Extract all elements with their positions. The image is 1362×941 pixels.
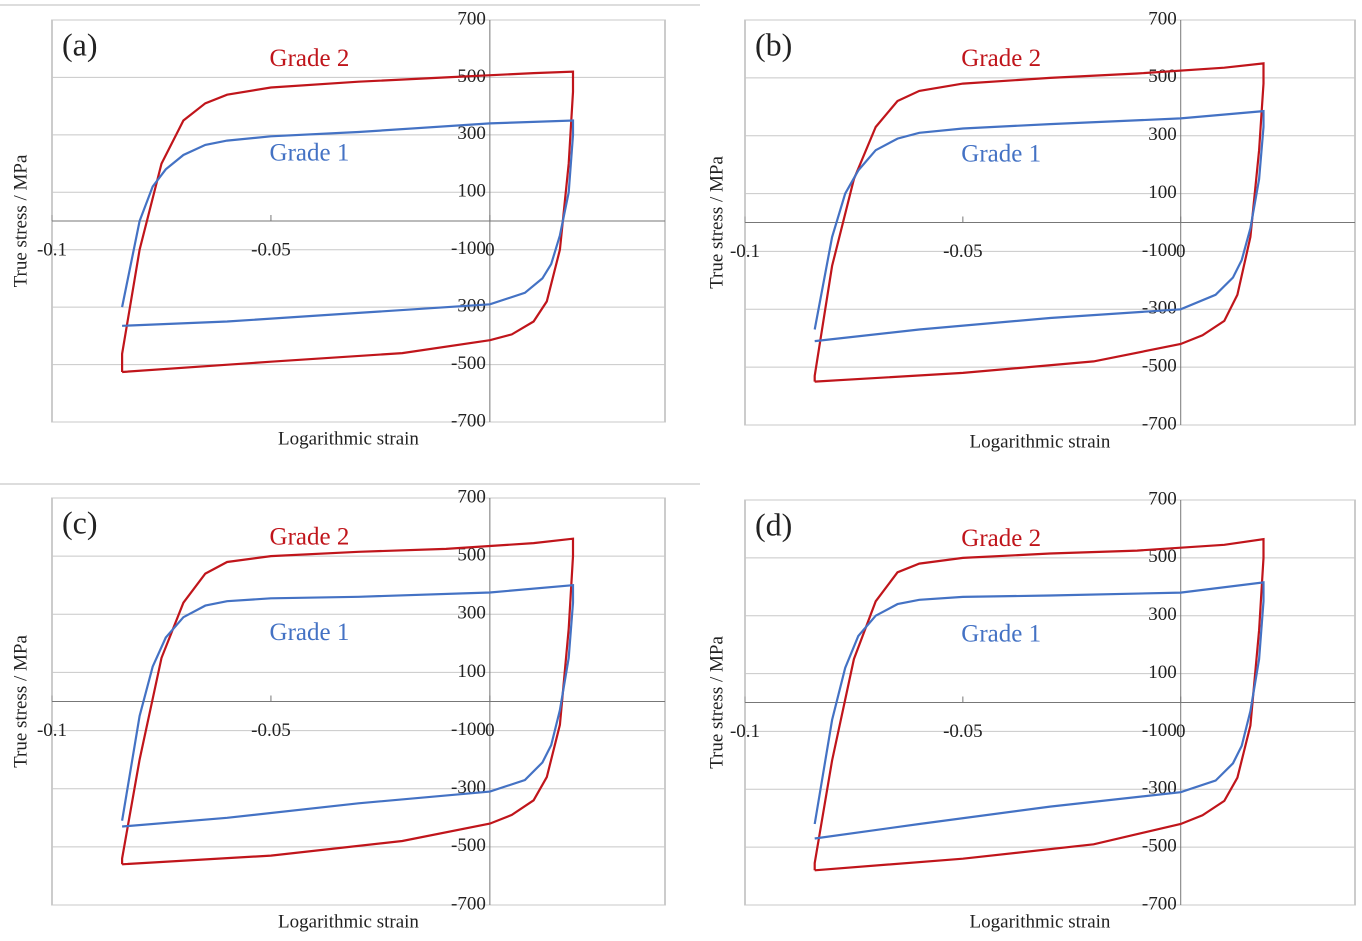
data-line xyxy=(813,537,1265,872)
x-axis-label: Logarithmic strain xyxy=(970,911,1111,932)
y-tick-label: 300 xyxy=(457,123,486,144)
x-tick-label: -0.05 xyxy=(943,721,983,742)
data-line xyxy=(121,70,575,374)
y-tick-label: -500 xyxy=(1142,836,1177,857)
y-tick-label: 300 xyxy=(1148,124,1177,145)
data-line xyxy=(121,119,575,327)
x-tick-label: 0 xyxy=(485,239,495,260)
x-axis-label: Logarithmic strain xyxy=(278,911,419,932)
data-line xyxy=(813,62,1265,383)
y-tick-label: 100 xyxy=(457,181,486,202)
y-tick-label: -100 xyxy=(1142,720,1177,741)
series-label: Grade 1 xyxy=(270,619,350,646)
y-tick-label: -100 xyxy=(1142,240,1177,261)
x-tick-label: -0.05 xyxy=(251,239,291,260)
series-label: Grade 2 xyxy=(961,45,1041,72)
y-tick-label: -700 xyxy=(1142,413,1177,434)
x-tick-label: 0 xyxy=(1176,721,1186,742)
x-tick-label: -0.1 xyxy=(37,720,67,741)
x-tick-label: -0.1 xyxy=(37,239,67,260)
data-line xyxy=(813,109,1265,343)
data-line xyxy=(121,583,575,828)
panel-label: (d) xyxy=(755,506,792,542)
x-axis-label: Logarithmic strain xyxy=(970,431,1111,452)
x-tick-label: -0.1 xyxy=(730,241,760,262)
y-tick-label: -500 xyxy=(1142,356,1177,377)
y-tick-label: -500 xyxy=(451,835,486,856)
y-tick-label: 300 xyxy=(1148,604,1177,625)
x-tick-label: -0.1 xyxy=(730,721,760,742)
x-tick-label: -0.05 xyxy=(943,241,983,262)
x-axis-label: Logarithmic strain xyxy=(278,428,419,449)
y-tick-label: 700 xyxy=(457,486,486,507)
y-tick-label: 500 xyxy=(1148,66,1177,87)
y-tick-label: 100 xyxy=(1148,662,1177,683)
y-tick-label: -100 xyxy=(451,719,486,740)
y-tick-label: 500 xyxy=(1148,546,1177,567)
y-tick-label: 100 xyxy=(1148,182,1177,203)
series-label: Grade 2 xyxy=(270,523,350,550)
panel-label: (a) xyxy=(62,26,98,62)
y-tick-label: 300 xyxy=(457,603,486,624)
y-axis-label: True stress / MPa xyxy=(706,636,727,769)
y-tick-label: 500 xyxy=(457,545,486,566)
y-tick-label: 700 xyxy=(1148,8,1177,29)
y-tick-label: -300 xyxy=(1142,298,1177,319)
y-tick-label: -700 xyxy=(451,410,486,431)
x-tick-label: 0 xyxy=(1176,241,1186,262)
series-label: Grade 1 xyxy=(270,139,350,166)
x-tick-label: 0 xyxy=(485,720,495,741)
y-tick-label: 700 xyxy=(457,8,486,29)
y-tick-label: 700 xyxy=(1148,488,1177,509)
series-label: Grade 1 xyxy=(961,140,1041,167)
data-line xyxy=(813,581,1265,840)
y-axis-label: True stress / MPa xyxy=(10,154,31,287)
y-tick-label: -500 xyxy=(451,353,486,374)
series-label: Grade 1 xyxy=(961,620,1041,647)
y-tick-label: -700 xyxy=(451,893,486,914)
y-axis-label: True stress / MPa xyxy=(10,635,31,768)
series-label: Grade 2 xyxy=(961,525,1041,552)
y-tick-label: -100 xyxy=(451,238,486,259)
panel-label: (c) xyxy=(62,504,98,540)
y-tick-label: -700 xyxy=(1142,893,1177,914)
y-tick-label: 100 xyxy=(457,661,486,682)
x-tick-label: -0.05 xyxy=(251,720,291,741)
y-axis-label: True stress / MPa xyxy=(706,156,727,289)
series-label: Grade 2 xyxy=(270,45,350,72)
panel-label: (b) xyxy=(755,26,792,62)
